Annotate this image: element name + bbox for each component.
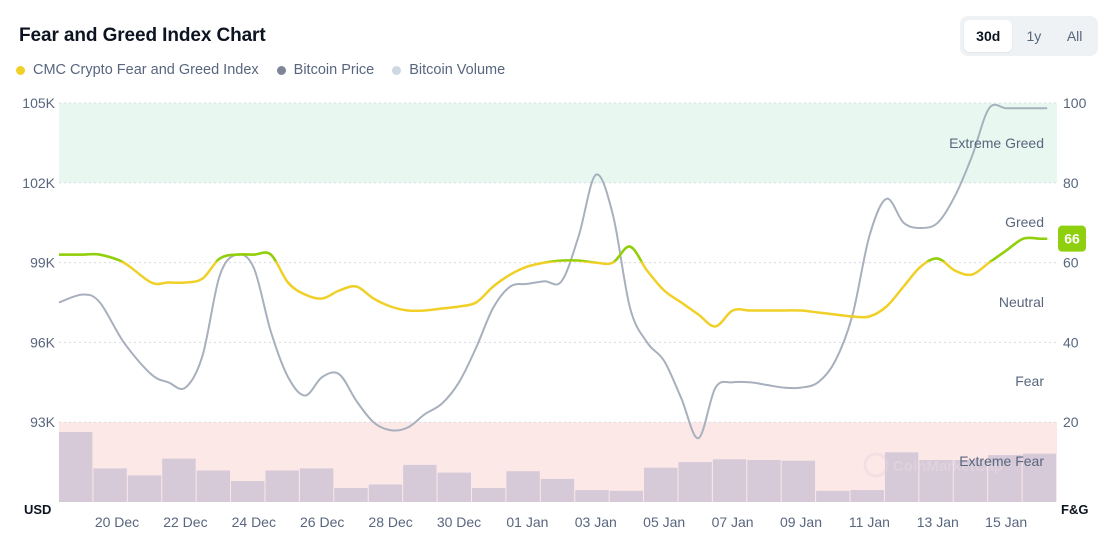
volume-bar [162, 458, 196, 502]
legend-label-fear-greed: CMC Crypto Fear and Greed Index [33, 62, 259, 78]
volume-bar [471, 488, 506, 502]
right-axis-tick: 100 [1063, 95, 1087, 111]
time-range-selector: 30d 1y All [960, 16, 1098, 56]
x-axis-tick: 13 Jan [917, 514, 959, 530]
volume-bar [1022, 453, 1056, 502]
left-axis-tick: 105K [22, 95, 55, 111]
left-axis-tick: 99K [30, 255, 56, 271]
volume-bar [644, 467, 678, 502]
volume-bar [953, 460, 988, 502]
extreme-greed-band [59, 103, 1057, 183]
x-axis-tick: 01 Jan [506, 514, 548, 530]
x-axis-tick: 20 Dec [95, 514, 139, 530]
x-axis-tick: 11 Jan [849, 514, 890, 530]
volume-bar [781, 460, 816, 502]
right-axis-tick: 40 [1063, 334, 1079, 350]
x-axis-tick: 28 Dec [368, 514, 412, 530]
fear-greed-line [58, 236, 1048, 328]
volume-bar [850, 490, 884, 502]
right-axis-tick: 80 [1063, 175, 1079, 191]
legend-dot-fear-greed [16, 65, 25, 75]
x-axis-tick: 03 Jan [575, 514, 617, 530]
x-axis-tick: 26 Dec [300, 514, 344, 530]
x-axis-tick: 09 Jan [780, 514, 822, 530]
right-axis-title: F&G [1061, 502, 1088, 517]
legend-dot-bitcoin-price [276, 65, 286, 75]
volume-bar [506, 471, 540, 502]
zone-label: Fear [1015, 373, 1044, 389]
legend-item-bitcoin-price[interactable]: Bitcoin Price [276, 62, 375, 78]
volume-bar [127, 475, 162, 502]
chart-title: Fear and Greed Index Chart [19, 25, 266, 46]
volume-bar [59, 432, 93, 502]
left-axis-tick: 93K [30, 414, 56, 430]
volume-bar [988, 455, 1022, 502]
volume-bar [575, 490, 609, 502]
volume-bar [747, 460, 781, 502]
range-30d-button[interactable]: 30d [964, 20, 1013, 52]
volume-bar [403, 464, 437, 502]
volume-bar [678, 462, 712, 502]
x-axis-tick: 07 Jan [712, 514, 754, 530]
range-1y-button[interactable]: 1y [1026, 28, 1042, 44]
volume-bar [299, 468, 334, 502]
coinmarketcap-logo-icon [863, 452, 889, 478]
chart-legend: CMC Crypto Fear and Greed Index Bitcoin … [16, 62, 505, 78]
volume-bar [540, 478, 575, 502]
x-axis-tick: 05 Jan [643, 514, 685, 530]
current-value-label: 66 [1064, 231, 1080, 247]
right-axis-tick: 20 [1063, 414, 1079, 430]
left-axis-title: USD [24, 502, 51, 517]
legend-label-bitcoin-volume: Bitcoin Volume [409, 62, 506, 78]
volume-bar [93, 468, 127, 502]
volume-bar [437, 472, 471, 502]
volume-bar [712, 459, 747, 502]
legend-dot-bitcoin-volume [392, 65, 402, 75]
volume-bar [231, 481, 265, 502]
legend-item-fear-greed[interactable]: CMC Crypto Fear and Greed Index [16, 62, 259, 78]
zone-label: Greed [1005, 214, 1044, 230]
volume-bar [816, 490, 850, 502]
left-axis-tick: 96K [30, 334, 56, 350]
zone-label: Neutral [999, 294, 1044, 310]
volume-bar [609, 490, 644, 502]
volume-bar [919, 460, 953, 502]
x-axis-tick: 15 Jan [985, 514, 1027, 530]
watermark-text: CoinMarketCap [893, 458, 1003, 475]
right-axis-tick: 60 [1063, 255, 1079, 271]
volume-bar [196, 470, 231, 502]
range-all-button[interactable]: All [1066, 28, 1083, 44]
volume-bar [334, 488, 368, 502]
x-axis-tick: 24 Dec [232, 514, 276, 530]
volume-bar [884, 452, 919, 502]
left-axis-tick: 102K [22, 175, 55, 191]
x-axis-tick: 22 Dec [163, 514, 207, 530]
legend-label-bitcoin-price: Bitcoin Price [293, 62, 375, 78]
fear-greed-line-greed-segment [59, 236, 1048, 262]
coinmarketcap-watermark: CoinMarketCap [863, 452, 1003, 478]
x-axis-tick: 30 Dec [437, 514, 481, 530]
zone-label: Extreme Greed [949, 135, 1044, 151]
volume-bar [368, 484, 403, 502]
current-value-badge [1058, 225, 1086, 252]
zone-label: Extreme Fear [959, 453, 1044, 469]
volume-bar [265, 470, 299, 502]
legend-item-bitcoin-volume[interactable]: Bitcoin Volume [392, 62, 505, 78]
